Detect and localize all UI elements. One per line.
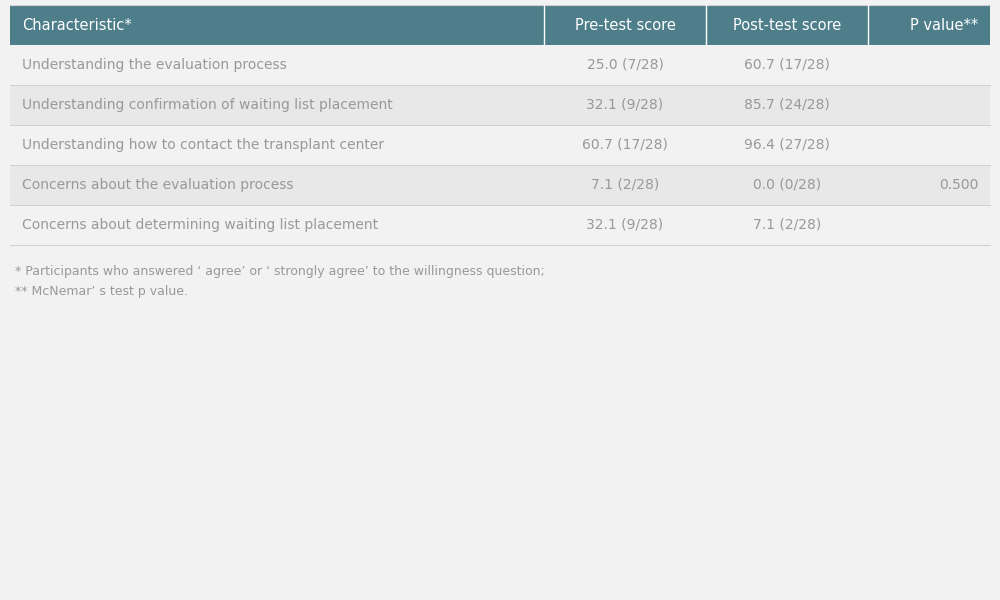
- Text: Concerns about the evaluation process: Concerns about the evaluation process: [22, 178, 294, 192]
- Bar: [10, 165, 990, 205]
- Text: 7.1 (2/28): 7.1 (2/28): [753, 218, 821, 232]
- Bar: [10, 45, 990, 85]
- Text: Understanding the evaluation process: Understanding the evaluation process: [22, 58, 287, 72]
- Text: 32.1 (9/28): 32.1 (9/28): [586, 218, 664, 232]
- Text: 60.7 (17/28): 60.7 (17/28): [744, 58, 830, 72]
- Text: 25.0 (7/28): 25.0 (7/28): [587, 58, 663, 72]
- Text: Post-test score: Post-test score: [733, 17, 841, 32]
- Text: 96.4 (27/28): 96.4 (27/28): [744, 138, 830, 152]
- Text: ** McNemar’ s test p value.: ** McNemar’ s test p value.: [15, 286, 188, 298]
- Text: 7.1 (2/28): 7.1 (2/28): [591, 178, 659, 192]
- Text: 0.500: 0.500: [939, 178, 978, 192]
- Text: Concerns about determining waiting list placement: Concerns about determining waiting list …: [22, 218, 378, 232]
- Text: 85.7 (24/28): 85.7 (24/28): [744, 98, 830, 112]
- Text: 0.0 (0/28): 0.0 (0/28): [753, 178, 821, 192]
- Text: * Participants who answered ‘ agree’ or ‘ strongly agree’ to the willingness que: * Participants who answered ‘ agree’ or …: [15, 265, 545, 278]
- Text: P value**: P value**: [910, 17, 978, 32]
- Text: Characteristic*: Characteristic*: [22, 17, 132, 32]
- Bar: [10, 85, 990, 125]
- Text: 32.1 (9/28): 32.1 (9/28): [586, 98, 664, 112]
- Text: Pre-test score: Pre-test score: [575, 17, 675, 32]
- Text: Understanding confirmation of waiting list placement: Understanding confirmation of waiting li…: [22, 98, 393, 112]
- Bar: [10, 5, 990, 45]
- Bar: [10, 205, 990, 245]
- Bar: [10, 125, 990, 165]
- Text: 60.7 (17/28): 60.7 (17/28): [582, 138, 668, 152]
- Text: Understanding how to contact the transplant center: Understanding how to contact the transpl…: [22, 138, 384, 152]
